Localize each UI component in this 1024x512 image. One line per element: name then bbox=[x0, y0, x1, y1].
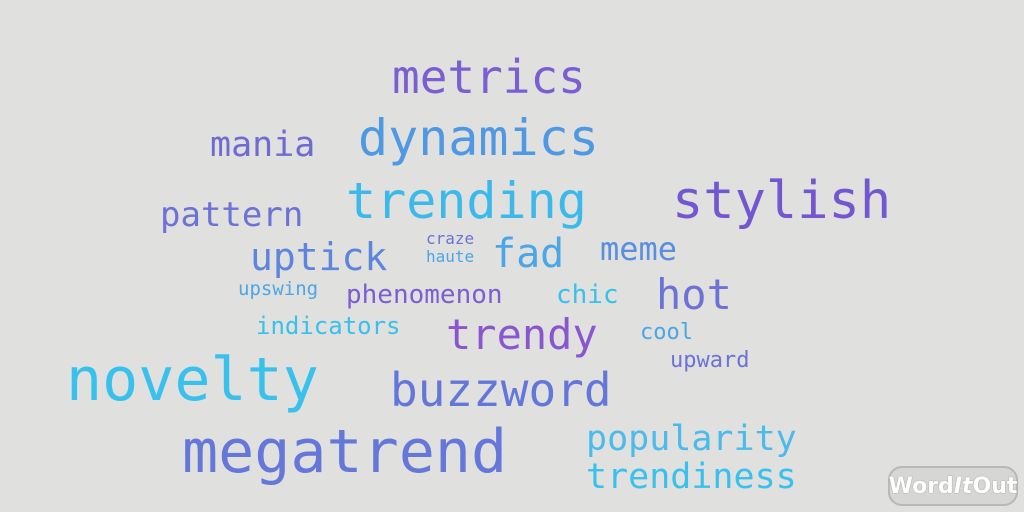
word-mania: mania bbox=[210, 125, 316, 165]
logo-text-it: It bbox=[953, 473, 973, 499]
word-indicators: indicators bbox=[256, 312, 401, 340]
word-haute: haute bbox=[426, 247, 475, 266]
word-trendiness: trendiness bbox=[586, 457, 797, 497]
word-novelty: novelty bbox=[66, 345, 319, 415]
word-upward: upward bbox=[670, 348, 750, 373]
word-fad: fad bbox=[492, 231, 565, 277]
word-trendy: trendy bbox=[446, 310, 598, 359]
word-trending: trending bbox=[346, 172, 587, 230]
logo-text-out: Out bbox=[972, 473, 1018, 499]
word-uptick: uptick bbox=[250, 235, 388, 279]
word-dynamics: dynamics bbox=[358, 109, 599, 167]
wordle-logo: Word It Out bbox=[888, 466, 1018, 506]
word-phenomenon: phenomenon bbox=[346, 280, 503, 310]
word-hot: hot bbox=[656, 270, 732, 319]
logo-text-word: Word bbox=[888, 473, 954, 499]
word-pattern: pattern bbox=[160, 195, 304, 235]
word-craze: craze bbox=[426, 229, 475, 248]
word-meme: meme bbox=[600, 230, 678, 268]
word-chic: chic bbox=[556, 280, 619, 310]
word-cool: cool bbox=[640, 320, 693, 345]
word-metrics: metrics bbox=[392, 50, 586, 104]
word-stylish: stylish bbox=[672, 171, 892, 231]
word-upswing: upswing bbox=[238, 278, 319, 300]
word-buzzword: buzzword bbox=[390, 363, 612, 417]
word-popularity: popularity bbox=[586, 419, 797, 459]
word-megatrend: megatrend bbox=[182, 417, 508, 487]
